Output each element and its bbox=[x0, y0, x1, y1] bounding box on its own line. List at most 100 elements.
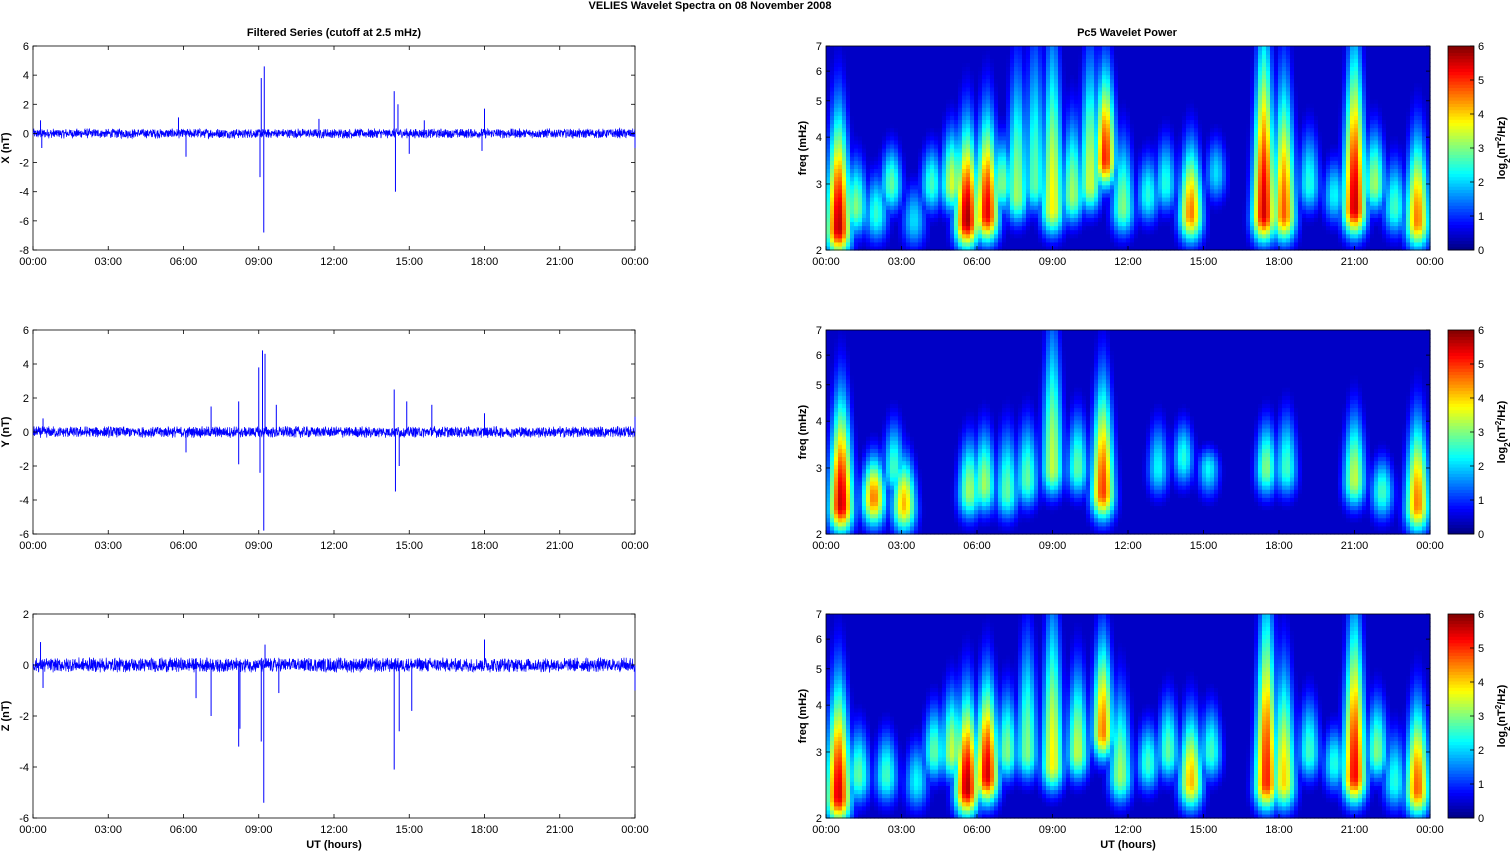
power-cell bbox=[1122, 205, 1127, 210]
power-cell bbox=[1022, 177, 1027, 182]
power-cell bbox=[942, 221, 947, 226]
power-cell bbox=[1022, 234, 1027, 239]
power-cell bbox=[970, 79, 975, 84]
power-cell bbox=[950, 226, 955, 231]
power-cell bbox=[950, 119, 955, 124]
power-cell bbox=[858, 148, 863, 153]
power-cell bbox=[1058, 152, 1063, 157]
power-cell bbox=[906, 185, 911, 190]
power-cell bbox=[1102, 193, 1107, 198]
power-cell bbox=[858, 193, 863, 198]
power-cell bbox=[1066, 140, 1071, 145]
power-cell bbox=[1030, 119, 1035, 124]
power-cell bbox=[1018, 115, 1023, 120]
power-cell bbox=[1142, 91, 1147, 96]
power-cell bbox=[970, 87, 975, 92]
power-cell bbox=[1154, 87, 1159, 92]
power-cell bbox=[1034, 177, 1039, 182]
power-cell bbox=[1134, 132, 1139, 137]
power-cell bbox=[958, 58, 963, 63]
power-cell bbox=[938, 221, 943, 226]
power-cell bbox=[1026, 58, 1031, 63]
power-cell bbox=[878, 136, 883, 141]
power-cell bbox=[862, 50, 867, 55]
power-cell bbox=[1022, 95, 1027, 100]
power-cell bbox=[1030, 115, 1035, 120]
power-cell bbox=[966, 46, 971, 51]
power-cell bbox=[934, 185, 939, 190]
power-cell bbox=[946, 221, 951, 226]
power-cell bbox=[978, 119, 983, 124]
power-cell bbox=[918, 124, 923, 129]
power-cell bbox=[1050, 156, 1055, 161]
power-cell bbox=[1198, 164, 1203, 169]
power-cell bbox=[886, 124, 891, 129]
power-cell bbox=[1186, 103, 1191, 108]
power-cell bbox=[1174, 181, 1179, 186]
power-cell bbox=[1094, 164, 1099, 169]
power-cell bbox=[1122, 132, 1127, 137]
power-cell bbox=[1082, 75, 1087, 80]
power-cell bbox=[1074, 152, 1079, 157]
power-cell bbox=[1062, 95, 1067, 100]
power-cell bbox=[950, 95, 955, 100]
power-cell bbox=[938, 181, 943, 186]
power-cell bbox=[1018, 54, 1023, 59]
power-cell bbox=[954, 111, 959, 116]
power-cell bbox=[850, 144, 855, 149]
power-cell bbox=[842, 185, 847, 190]
power-cell bbox=[1066, 164, 1071, 169]
power-cell bbox=[1006, 152, 1011, 157]
power-cell bbox=[1182, 181, 1187, 186]
power-cell bbox=[1034, 50, 1039, 55]
power-cell bbox=[1202, 226, 1207, 231]
power-cell bbox=[918, 83, 923, 88]
power-cell bbox=[1098, 115, 1103, 120]
power-cell bbox=[826, 115, 831, 120]
power-cell bbox=[986, 103, 991, 108]
power-cell bbox=[966, 91, 971, 96]
power-cell bbox=[1010, 95, 1015, 100]
power-cell bbox=[1022, 168, 1027, 173]
power-cell bbox=[1046, 148, 1051, 153]
power-cell bbox=[946, 148, 951, 153]
power-cell bbox=[1074, 99, 1079, 104]
power-cell bbox=[1058, 107, 1063, 112]
power-cell bbox=[1206, 185, 1211, 190]
power-cell bbox=[1146, 91, 1151, 96]
power-cell bbox=[1154, 242, 1159, 247]
power-cell bbox=[938, 54, 943, 59]
power-cell bbox=[1182, 172, 1187, 177]
power-cell bbox=[826, 95, 831, 100]
power-cell bbox=[826, 152, 831, 157]
power-cell bbox=[1154, 156, 1159, 161]
power-cell bbox=[1186, 172, 1191, 177]
power-cell bbox=[970, 70, 975, 75]
power-cell bbox=[878, 217, 883, 222]
power-cell bbox=[1154, 50, 1159, 55]
power-cell bbox=[870, 111, 875, 116]
power-cell bbox=[1118, 205, 1123, 210]
power-cell bbox=[1178, 119, 1183, 124]
power-cell bbox=[1078, 128, 1083, 133]
power-cell bbox=[938, 115, 943, 120]
power-cell bbox=[950, 217, 955, 222]
power-cell bbox=[1202, 230, 1207, 235]
power-cell bbox=[886, 136, 891, 141]
power-cell bbox=[974, 148, 979, 153]
power-cell bbox=[1118, 144, 1123, 149]
power-cell bbox=[1194, 177, 1199, 182]
power-cell bbox=[1010, 234, 1015, 239]
power-cell bbox=[842, 177, 847, 182]
power-cell bbox=[1150, 91, 1155, 96]
power-cell bbox=[1086, 144, 1091, 149]
power-cell bbox=[854, 136, 859, 141]
power-cell bbox=[1110, 156, 1115, 161]
power-cell bbox=[1138, 164, 1143, 169]
power-cell bbox=[1086, 168, 1091, 173]
power-cell bbox=[902, 168, 907, 173]
power-cell bbox=[1182, 160, 1187, 165]
power-cell bbox=[962, 70, 967, 75]
power-cell bbox=[842, 66, 847, 71]
power-cell bbox=[1026, 234, 1031, 239]
